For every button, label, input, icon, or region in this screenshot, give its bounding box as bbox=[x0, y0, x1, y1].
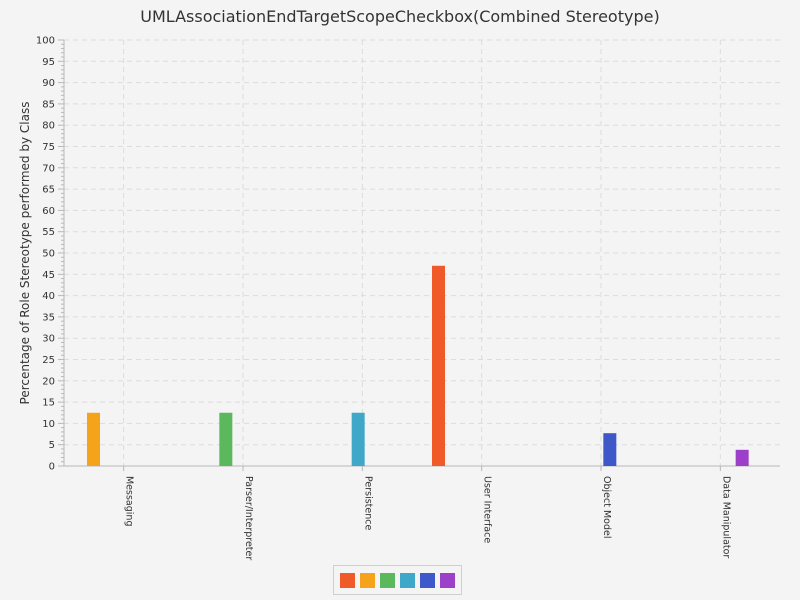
x-tick-label: Data Manipulator bbox=[720, 476, 731, 558]
y-tick-label: 20 bbox=[42, 376, 55, 387]
bar bbox=[219, 412, 233, 466]
y-tick-label: 85 bbox=[42, 99, 55, 110]
bar bbox=[432, 265, 445, 466]
y-tick-label: 100 bbox=[36, 36, 55, 47]
y-tick-label: 25 bbox=[42, 355, 55, 366]
chart-title: UMLAssociationEndTargetScopeCheckbox(Com… bbox=[140, 7, 660, 26]
y-tick-label: 65 bbox=[42, 185, 55, 196]
y-tick-label: 40 bbox=[42, 291, 55, 302]
y-tick-label: 0 bbox=[49, 462, 55, 473]
legend bbox=[333, 565, 462, 595]
x-tick-label: Messaging bbox=[124, 476, 135, 526]
label-layer: 0 5 10 15 20 25 30 35 40 45 50 55 60 65 70 75 80 85 90 95 10… bbox=[36, 36, 731, 561]
bar-layer bbox=[87, 265, 749, 466]
y-tick-label: 5 bbox=[49, 440, 55, 451]
y-tick-label: 55 bbox=[42, 227, 55, 238]
y-tick-label: 80 bbox=[42, 121, 55, 132]
y-tick-label: 70 bbox=[42, 163, 55, 174]
y-tick-label: 10 bbox=[42, 419, 55, 430]
bar bbox=[351, 412, 365, 466]
y-tick-label: 30 bbox=[42, 334, 55, 345]
y-tick-label: 35 bbox=[42, 312, 55, 323]
y-tick-label: 15 bbox=[42, 398, 55, 409]
bar bbox=[603, 433, 617, 466]
y-tick-label: 60 bbox=[42, 206, 55, 217]
legend-swatch bbox=[340, 572, 355, 588]
y-tick-label: 95 bbox=[42, 57, 55, 68]
legend-swatch bbox=[380, 572, 395, 588]
y-tick-label: 45 bbox=[42, 270, 55, 281]
y-tick-label: 75 bbox=[42, 142, 55, 153]
legend-swatch bbox=[360, 572, 375, 588]
x-tick-label: Parser/Interpreter bbox=[243, 476, 254, 560]
x-tick-label: User Interface bbox=[482, 476, 493, 543]
x-tick-label: Object Model bbox=[601, 476, 612, 538]
bar bbox=[87, 412, 100, 466]
y-axis-label: Percentage of Role Stereotype performed … bbox=[18, 102, 32, 405]
legend-swatch bbox=[440, 572, 455, 588]
y-tick-label: 50 bbox=[42, 249, 55, 260]
y-tick-label: 90 bbox=[42, 78, 55, 89]
legend-swatch bbox=[420, 572, 435, 588]
x-tick-label: Persistence bbox=[362, 476, 373, 530]
grid-layer bbox=[64, 39, 780, 466]
axis-layer bbox=[58, 39, 780, 471]
bar bbox=[735, 449, 749, 466]
legend-swatch bbox=[400, 572, 415, 588]
